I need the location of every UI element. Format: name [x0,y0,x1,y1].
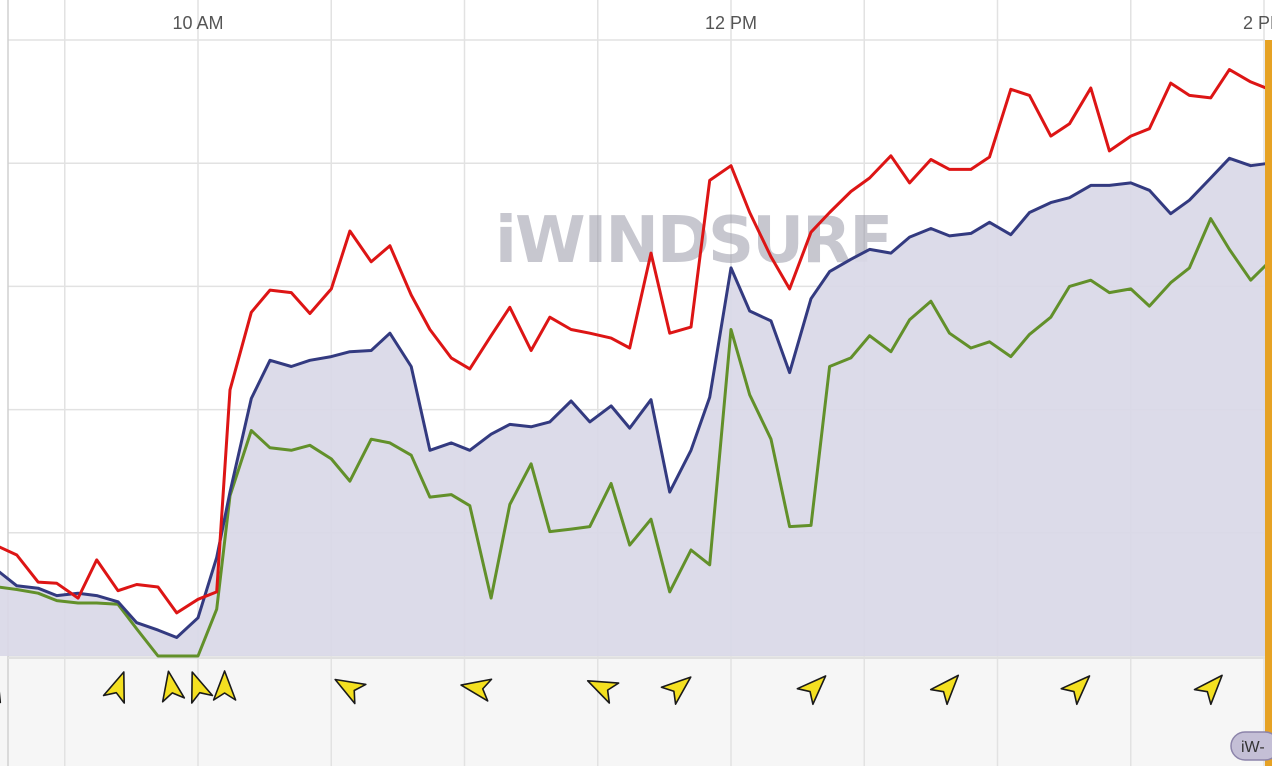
wind-direction-arrow [929,674,960,706]
lull-line [0,217,1272,658]
direction-strip [0,670,1223,706]
station-badge-label: iW- [1241,739,1265,756]
gust-line [0,68,1272,615]
strip-background [0,656,1272,766]
wind-direction-arrow [660,676,692,705]
watermark: iWINDSURF [495,204,891,278]
wind-direction-arrow [460,678,493,702]
wind-direction-arrow [334,678,367,705]
wind-direction-arrow [796,675,827,706]
now-marker [1265,40,1272,766]
wind-direction-arrow [1060,675,1091,706]
wind-direction-arrow [212,670,237,701]
x-tick-label: 2 PM [1243,13,1272,33]
wind-direction-arrow [161,670,186,703]
average-area [0,158,1272,656]
series-layer [0,40,1272,766]
wind-direction-arrow [586,680,620,704]
wind-direction-arrow [190,671,214,704]
x-tick-label: 10 AM [172,13,223,33]
wind-direction-arrow [1193,674,1223,706]
x-tick-label: 12 PM [705,13,757,33]
wind-direction-arrow [102,671,126,704]
station-badge[interactable]: iW- [1230,731,1272,761]
